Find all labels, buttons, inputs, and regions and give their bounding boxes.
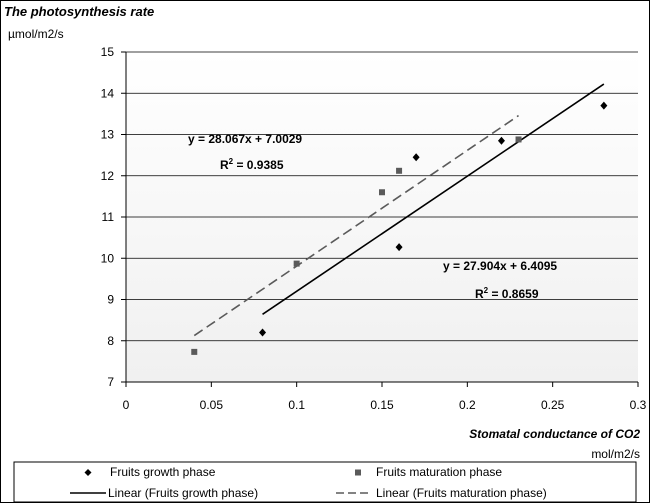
x-tick-label: 0.2	[459, 398, 476, 412]
x-tick-label: 0.1	[288, 398, 305, 412]
x-tick-label: 0.3	[630, 398, 647, 412]
x-tick-label: 0.05	[200, 398, 224, 412]
legend-growth-marker	[84, 469, 92, 476]
y-tick-label: 11	[102, 210, 115, 224]
x-tick-label: 0	[123, 398, 130, 412]
x-tick-labels: 0 0.05 0.1 0.15 0.2 0.25 0.3	[123, 398, 647, 412]
legend-maturation-marker	[355, 469, 361, 476]
y-tick-label: 15	[101, 45, 115, 59]
maturation-trend-equation: y = 28.067x + 7.0029	[188, 132, 302, 146]
growth-trend-equation: y = 27.904x + 6.4095	[443, 259, 557, 273]
y-tick-label: 9	[107, 293, 114, 307]
y-axis-unit: µmol/m2/s	[8, 27, 64, 41]
axes	[121, 51, 639, 387]
maturation-phase-point	[293, 260, 300, 267]
y-tick-label: 14	[101, 86, 115, 100]
data-points	[191, 101, 608, 355]
growth-phase-point	[497, 136, 505, 145]
legend-growth-label: Fruits growth phase	[110, 465, 216, 479]
x-axis-label: Stomatal conductance of CO2	[469, 427, 640, 441]
x-tick-label: 0.25	[541, 398, 565, 412]
trendlines	[193, 83, 605, 337]
legend-maturation-label: Fruits maturation phase	[376, 465, 502, 479]
growth-phase-point	[412, 153, 420, 162]
growth-phase-point	[600, 101, 608, 110]
maturation-phase-point	[191, 348, 198, 355]
y-tick-label: 10	[101, 251, 115, 265]
y-tick-label: 8	[107, 334, 114, 348]
y-tick-labels: 7 8 9 10 11 12 13 14 15	[101, 45, 115, 389]
growth-phase-point	[395, 243, 403, 252]
trendline-maturation	[193, 114, 519, 337]
chart-title: The photosynthesis rate	[4, 4, 154, 19]
legend: Fruits growth phase Fruits maturation ph…	[13, 461, 637, 503]
maturation-trend-r2: R2 = 0.9385	[220, 157, 284, 172]
maturation-phase-point	[379, 189, 385, 196]
x-axis-unit: mol/m2/s	[591, 447, 640, 461]
legend-box	[13, 461, 637, 503]
maturation-phase-point	[515, 136, 522, 143]
y-tick-label: 7	[107, 375, 114, 389]
legend-maturation-trend-label: Linear (Fruits maturation phase)	[376, 486, 547, 500]
y-tick-label: 13	[101, 128, 115, 142]
y-tick-label: 12	[101, 169, 115, 183]
x-tick-label: 0.15	[370, 398, 394, 412]
maturation-phase-point	[396, 167, 403, 174]
gridlines	[126, 51, 638, 342]
growth-trend-r2: R2 = 0.8659	[475, 286, 539, 301]
trendline-growth	[262, 83, 605, 315]
growth-phase-point	[259, 328, 267, 337]
legend-growth-trend-label: Linear (Fruits growth phase)	[108, 486, 258, 500]
